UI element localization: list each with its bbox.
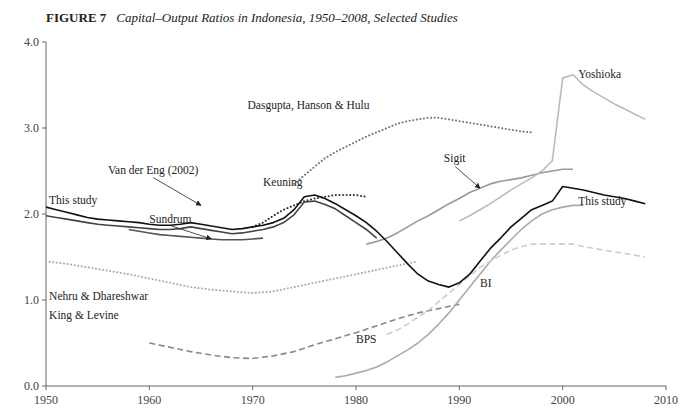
x-tick xyxy=(252,386,253,390)
series-line xyxy=(129,229,263,239)
plot-area xyxy=(46,75,645,378)
x-tick-label: 1970 xyxy=(241,393,265,407)
x-tick-label: 1980 xyxy=(344,393,368,407)
annotation-arrow xyxy=(170,226,211,239)
x-tick-label: 1960 xyxy=(137,393,161,407)
x-tick xyxy=(459,386,460,390)
annotation: This study xyxy=(578,195,626,208)
annotation-arrow xyxy=(153,178,201,206)
subtitle: Capital–Output Ratios in Indonesia, 1950… xyxy=(116,10,458,25)
annotation-arrow xyxy=(455,166,480,188)
x-tick-label: 1990 xyxy=(447,393,471,407)
annotation: Sundrum xyxy=(149,213,191,225)
y-tick-label: 0.0 xyxy=(24,379,39,393)
x-tick xyxy=(149,386,150,390)
y-tick xyxy=(42,386,46,387)
y-tick-label: 3.0 xyxy=(24,121,39,135)
x-tick xyxy=(666,386,667,390)
title-label: FIGURE 7 xyxy=(46,10,107,25)
annotations: This study Van der Eng (2002) Sundrum Keuni… xyxy=(49,68,627,345)
series-line xyxy=(387,244,645,334)
annotation: Dasgupta, Hanson & Hulu xyxy=(248,99,370,112)
annotation: Sigit xyxy=(444,152,467,165)
annotation: Nehru & Dhareshwar xyxy=(49,290,148,302)
title: FIGURE 7 Capital–Output Ratios in Indones… xyxy=(46,10,458,25)
annotation: Yoshioka xyxy=(578,68,621,80)
annotation: This study xyxy=(49,194,97,207)
annotation: BI xyxy=(480,277,492,289)
series-line xyxy=(459,75,645,221)
x-tick-label: 2000 xyxy=(551,393,575,407)
y-tick-label: 1.0 xyxy=(24,293,39,307)
annotation: King & Levine xyxy=(49,309,119,322)
x-tick xyxy=(46,386,47,390)
axes: 0.0 1.0 2.0 3.0 4.0 1950 1960 1970 1980 1990 2000 2… xyxy=(24,35,678,407)
series-line xyxy=(46,261,418,293)
annotation: BPS xyxy=(356,333,376,345)
annotation: Keuning xyxy=(263,176,303,189)
series-line xyxy=(335,205,583,377)
series-line xyxy=(294,118,532,184)
y-tick-label: 4.0 xyxy=(24,35,39,49)
series-line xyxy=(149,304,459,358)
y-tick xyxy=(42,300,46,301)
y-tick xyxy=(42,42,46,43)
series-line xyxy=(366,169,573,244)
x-tick-label: 1950 xyxy=(34,393,58,407)
series-line xyxy=(46,186,645,287)
x-tick-label: 2010 xyxy=(654,393,678,407)
x-tick xyxy=(356,386,357,390)
y-tick-label: 2.0 xyxy=(24,207,39,221)
x-tick xyxy=(562,386,563,390)
chart: FIGURE 7 Capital–Output Ratios in Indones… xyxy=(0,0,688,418)
y-tick xyxy=(42,214,46,215)
y-tick xyxy=(42,128,46,129)
annotation: Van der Eng (2002) xyxy=(108,164,199,177)
